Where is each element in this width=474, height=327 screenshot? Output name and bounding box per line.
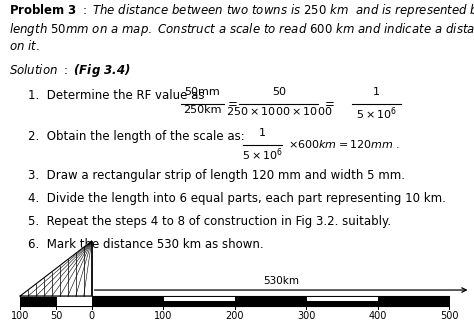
Text: 300: 300 <box>297 311 315 321</box>
Bar <box>163 296 235 301</box>
Bar <box>56 296 91 305</box>
Text: 530km: 530km <box>263 276 299 286</box>
Text: $5\times10^6$: $5\times10^6$ <box>242 146 283 163</box>
Bar <box>20 296 56 305</box>
Text: 100: 100 <box>11 311 29 321</box>
Text: 400: 400 <box>368 311 387 321</box>
Bar <box>235 296 306 305</box>
Text: 4.  Divide the length into 6 equal parts, each part representing 10 km.: 4. Divide the length into 6 equal parts,… <box>28 192 446 205</box>
Text: 3.  Draw a rectangular strip of length 120 mm and width 5 mm.: 3. Draw a rectangular strip of length 12… <box>28 169 405 182</box>
Text: 100: 100 <box>154 311 173 321</box>
Text: 6.  Mark the distance 530 km as shown.: 6. Mark the distance 530 km as shown. <box>28 238 264 251</box>
Polygon shape <box>20 241 91 296</box>
Text: 0: 0 <box>89 311 95 321</box>
Text: $\times600km = 120mm$ .: $\times600km = 120mm$ . <box>288 139 401 150</box>
Text: =: = <box>228 98 237 112</box>
Text: 50: 50 <box>50 311 62 321</box>
Text: 500: 500 <box>440 311 458 321</box>
Text: $5\times10^6$: $5\times10^6$ <box>356 105 397 122</box>
Text: =: = <box>324 98 334 112</box>
Text: 200: 200 <box>225 311 244 321</box>
Bar <box>163 301 235 305</box>
Text: 250km: 250km <box>183 105 221 115</box>
Text: $\it{length\ 50mm\ on\ a\ map.\ Construct\ a\ scale\ to\ read\ 600\ km\ and\ ind: $\it{length\ 50mm\ on\ a\ map.\ Construc… <box>9 21 474 38</box>
Bar <box>377 296 449 305</box>
Bar <box>91 296 163 305</box>
Text: 2.  Obtain the length of the scale as:: 2. Obtain the length of the scale as: <box>28 130 245 144</box>
Text: 1.  Determine the RF value as: 1. Determine the RF value as <box>28 89 205 102</box>
Text: 1: 1 <box>373 87 380 97</box>
Bar <box>306 301 377 305</box>
Text: 50mm: 50mm <box>184 87 220 97</box>
Text: 50: 50 <box>272 87 286 97</box>
Text: 1: 1 <box>259 128 266 138</box>
Text: $\mathbf{Problem\ 3}$ $:$ $\it{The\ distance\ between\ two\ towns\ is\ 250\ km\ : $\mathbf{Problem\ 3}$ $:$ $\it{The\ dist… <box>9 2 474 19</box>
Text: $250\times1000\times1000$: $250\times1000\times1000$ <box>226 105 332 117</box>
Text: $\mathit{Solution}$ $:$ (Fig 3.4): $\mathit{Solution}$ $:$ (Fig 3.4) <box>9 62 131 79</box>
Text: $\it{on\ it.}$: $\it{on\ it.}$ <box>9 39 40 53</box>
Text: 5.  Repeat the steps 4 to 8 of construction in Fig 3.2. suitably.: 5. Repeat the steps 4 to 8 of constructi… <box>28 215 391 228</box>
Bar <box>306 296 377 301</box>
